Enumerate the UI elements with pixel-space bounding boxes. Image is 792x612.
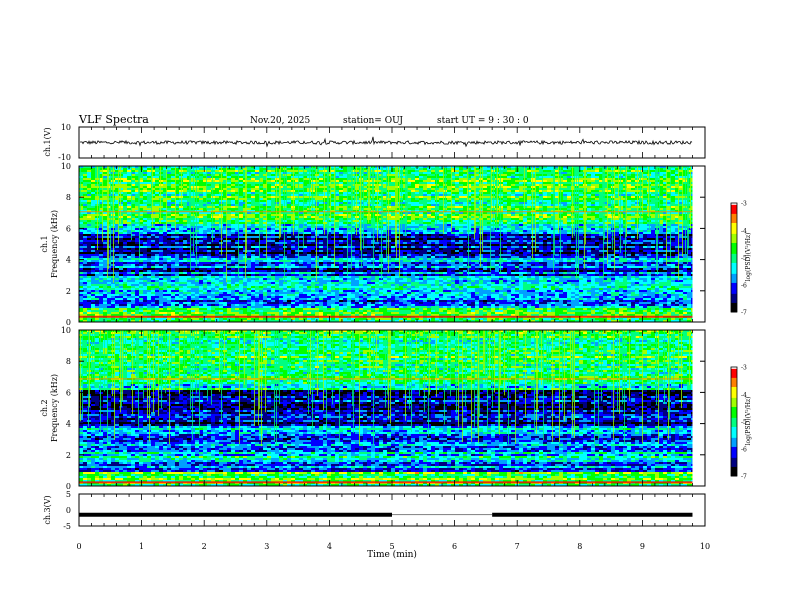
cbar1-tick--7: -7 [741,310,747,317]
spec1-ytick-10: 10 [61,162,71,171]
ch1-ytick-bottom: -10 [58,153,71,162]
ch3-ylabel: ch.3(V) [43,495,52,524]
x-tick-4: 4 [327,542,332,551]
spec2-ytick-10: 10 [61,326,71,335]
x-axis-label: Time (min) [367,549,417,560]
cbar2-tick--6: -6 [741,446,747,453]
x-tick-8: 8 [577,542,582,551]
ch3-ytick-0: 0 [66,506,71,515]
figure: VLF Spectra Nov.20, 2025 station= OUJ st… [0,0,792,612]
date-label: Nov.20, 2025 [250,116,311,126]
ch3-ytick-5: 5 [66,490,71,499]
ch2-colorbar-label: log(PSD)(V²/Hz) [745,397,752,446]
ch1-waveform-panel: 10 -10 ch.1(V) [43,123,705,162]
ch2-frequency-ylabel: Frequency (kHz) [50,374,59,442]
cbar1-tick--6: -6 [741,282,747,289]
spec1-ytick-2: 2 [66,287,71,296]
ch1-channel-label: ch.1 [40,235,49,252]
spec1-ytick-6: 6 [66,224,71,233]
start-time-label: start UT = 9 : 30 : 0 [437,116,529,126]
x-tick-7: 7 [515,542,520,551]
ch3-ytick-minus5: -5 [63,522,71,531]
ch1-ytick-top: 10 [61,123,71,132]
x-tick-9: 9 [640,542,645,551]
ch2-spectrogram-image [79,330,705,486]
x-tick-10: 10 [700,542,710,551]
ch1-spectrogram-image [79,166,705,322]
ch2-colorbar: -3-4-5-6-7 log(PSD)(V²/Hz) [731,365,752,481]
x-tick-0: 0 [76,542,81,551]
x-tick-2: 2 [202,542,207,551]
cbar1-tick--3: -3 [741,201,747,208]
cbar2-tick--3: -3 [741,365,747,372]
x-tick-6: 6 [452,542,457,551]
chart-title: VLF Spectra [78,113,149,126]
spec2-ytick-6: 6 [66,388,71,397]
ch2-channel-label: ch.2 [40,399,49,416]
ch1-colorbar: -3-4-5-6-7 log(PSD)(V²/Hz) [731,201,752,317]
ch1-frequency-ylabel: Frequency (kHz) [50,210,59,278]
x-tick-1: 1 [139,542,144,551]
x-tick-3: 3 [264,542,269,551]
ch1-colorbar-label: log(PSD)(V²/Hz) [745,233,752,282]
spec1-ytick-8: 8 [66,193,71,202]
spec2-ytick-2: 2 [66,451,71,460]
spec1-ytick-4: 4 [66,256,71,265]
station-label: station= OUJ [343,116,403,126]
spec2-ytick-4: 4 [66,420,71,429]
ch3-trace-panel: 5 0 -5 ch.3(V) 0 1 2 3 4 5 6 7 8 9 10 Time (min) [43,490,710,560]
ch1-waveform-ylabel: ch.1(V) [43,127,52,156]
cbar2-tick--7: -7 [741,474,747,481]
spec2-ytick-8: 8 [66,357,71,366]
